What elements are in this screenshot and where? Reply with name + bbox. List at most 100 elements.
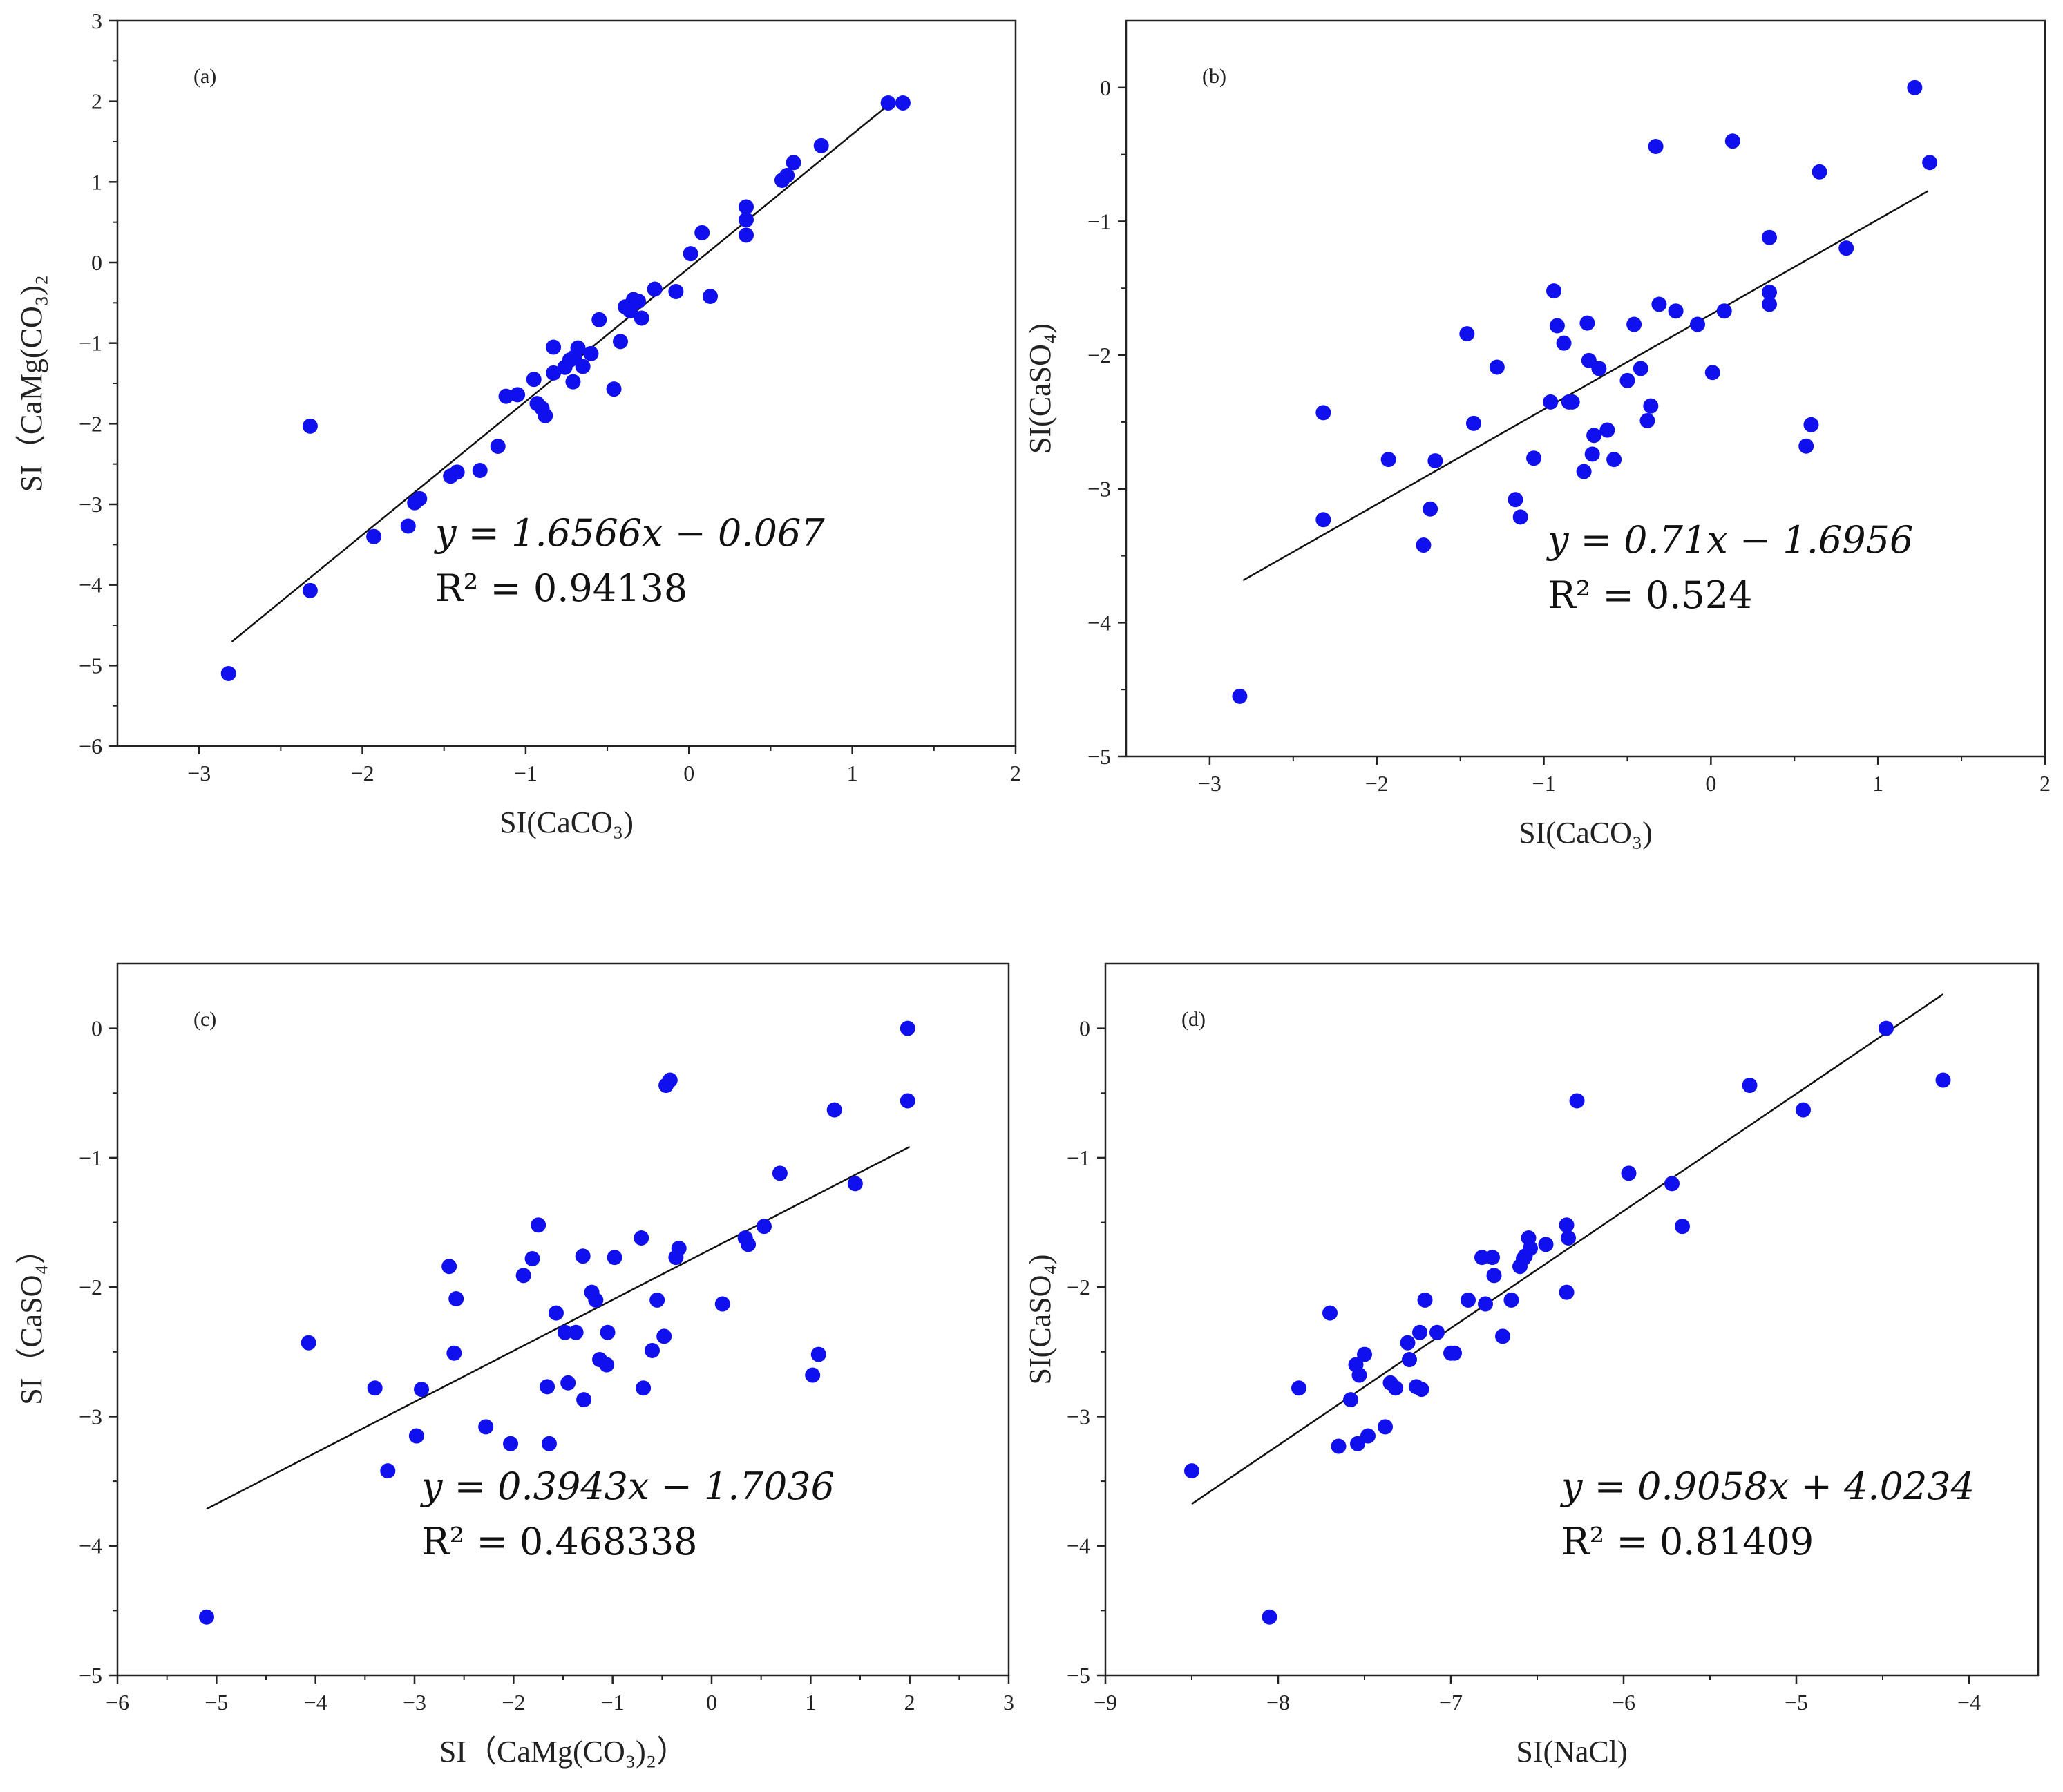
data-point-d xyxy=(1559,1284,1575,1300)
x-tick-label-d: −9 xyxy=(1094,1690,1117,1715)
data-point-c xyxy=(671,1241,687,1256)
data-point-d xyxy=(1538,1237,1554,1252)
r-squared-a: R² = 0.94138 xyxy=(435,566,687,610)
y-tick-label-c: 0 xyxy=(91,1016,102,1041)
data-point-c xyxy=(741,1237,757,1252)
data-point-c xyxy=(515,1268,531,1284)
fit-equation-b: y = 0.71x − 1.6956 xyxy=(1546,518,1913,562)
y-tick-label-c: −5 xyxy=(79,1663,102,1688)
panel-tag-a: (a) xyxy=(193,65,216,88)
data-point-a xyxy=(366,528,382,544)
data-point-d xyxy=(1417,1292,1433,1308)
x-tick-label-c: 1 xyxy=(805,1690,816,1715)
y-tick-label-d: −2 xyxy=(1067,1275,1090,1299)
data-point-a xyxy=(538,408,553,423)
y-tick-label-a: 3 xyxy=(91,8,102,33)
data-point-d xyxy=(1485,1250,1500,1266)
data-point-b xyxy=(1651,296,1667,312)
data-point-a xyxy=(606,381,622,397)
data-point-b xyxy=(1716,303,1732,319)
data-point-b xyxy=(1427,453,1443,469)
panel-d: −9 −8 −7 −6 −5 −4 −5 −4 −3 −2 −1 0 SI(NaCl) SI(CaSO₄)… xyxy=(1023,962,2040,1769)
data-point-b xyxy=(1232,688,1248,704)
x-tick-label-a: −2 xyxy=(351,761,374,785)
data-point-a xyxy=(412,490,428,506)
x-tick-label-b: −1 xyxy=(1532,771,1556,796)
y-tick-label-b: −3 xyxy=(1087,477,1111,502)
data-point-c xyxy=(588,1292,604,1308)
y-axis-label-c: SI（CaSO₄） xyxy=(15,1234,48,1405)
data-point-c xyxy=(826,1102,842,1118)
x-tick-label-c: 2 xyxy=(904,1690,915,1715)
x-tick-label-d: −7 xyxy=(1439,1690,1463,1715)
data-point-b xyxy=(1668,303,1684,319)
data-point-a xyxy=(631,294,646,309)
x-tick-label-a: −3 xyxy=(187,761,211,785)
data-point-d xyxy=(1351,1367,1367,1383)
y-tick-label-a: 2 xyxy=(91,89,102,114)
data-point-d xyxy=(1184,1463,1199,1479)
x-tick-label-a: 0 xyxy=(683,761,694,785)
data-point-a xyxy=(400,518,416,534)
fit-line-b xyxy=(1242,190,1929,582)
data-point-c xyxy=(772,1165,788,1181)
y-axis-label-d: SI(CaSO₄) xyxy=(1023,1255,1057,1385)
x-tick-label-c: −3 xyxy=(403,1690,426,1715)
y-tick-label-a: −5 xyxy=(79,653,102,678)
data-point-b xyxy=(1606,452,1622,468)
data-point-c xyxy=(634,1230,649,1246)
data-point-d xyxy=(1331,1438,1347,1454)
y-tick-label-a: 0 xyxy=(91,250,102,275)
data-point-b xyxy=(1633,361,1648,376)
data-point-c xyxy=(900,1020,915,1036)
data-point-c xyxy=(599,1357,615,1373)
data-point-b xyxy=(1546,283,1562,299)
data-point-a xyxy=(302,582,318,598)
data-point-b xyxy=(1315,405,1331,421)
x-tick-label-c: −2 xyxy=(502,1690,525,1715)
data-point-a xyxy=(703,289,718,304)
data-point-d xyxy=(1879,1020,1894,1036)
data-point-c xyxy=(448,1291,464,1307)
data-point-b xyxy=(1762,296,1777,312)
data-point-a xyxy=(739,212,754,228)
data-point-c xyxy=(524,1250,540,1266)
data-point-d xyxy=(1935,1072,1951,1088)
data-point-c xyxy=(607,1250,622,1266)
y-tick-label-a: −3 xyxy=(79,492,102,517)
r-squared-c: R² = 0.468338 xyxy=(421,1520,698,1563)
data-point-b xyxy=(1762,285,1777,301)
y-axis-label-b: SI(CaSO₄) xyxy=(1023,323,1057,454)
x-tick-label-b: 2 xyxy=(2040,771,2051,796)
data-point-b xyxy=(1648,139,1664,155)
data-point-a xyxy=(634,310,649,326)
data-point-c xyxy=(805,1367,821,1383)
data-point-d xyxy=(1675,1219,1690,1235)
data-point-b xyxy=(1626,316,1642,332)
data-point-b xyxy=(1543,394,1559,410)
data-point-c xyxy=(541,1436,557,1451)
data-point-c xyxy=(756,1219,772,1235)
fit-line-d xyxy=(1191,993,1944,1505)
data-point-d xyxy=(1742,1078,1758,1094)
data-point-d xyxy=(1495,1328,1510,1344)
x-axis-label-b: SI(CaCO₃) xyxy=(1519,816,1653,850)
data-point-c xyxy=(656,1328,672,1344)
panel-tag-c: (c) xyxy=(193,1008,216,1031)
panel-c: −6 −5 −4 −3 −2 −1 0 1 2 3−5−4−3−2−10SI（CaMg(CO₃)₂… xyxy=(15,962,1014,1769)
y-tick-label-a: −4 xyxy=(79,573,102,598)
data-point-c xyxy=(714,1296,730,1312)
y-tick-label-d: −3 xyxy=(1067,1404,1090,1429)
x-tick-label-c: −5 xyxy=(205,1690,228,1715)
data-point-b xyxy=(1690,316,1706,332)
data-point-a xyxy=(449,464,465,480)
data-point-c xyxy=(557,1324,573,1340)
data-point-d xyxy=(1402,1352,1417,1368)
y-tick-label-c: −3 xyxy=(79,1404,102,1429)
y-tick-label-c: −1 xyxy=(79,1145,102,1170)
data-point-b xyxy=(1584,446,1600,462)
x-tick-label-b: −3 xyxy=(1198,771,1221,796)
data-point-c xyxy=(408,1428,424,1444)
y-tick-label-a: −1 xyxy=(79,331,102,356)
